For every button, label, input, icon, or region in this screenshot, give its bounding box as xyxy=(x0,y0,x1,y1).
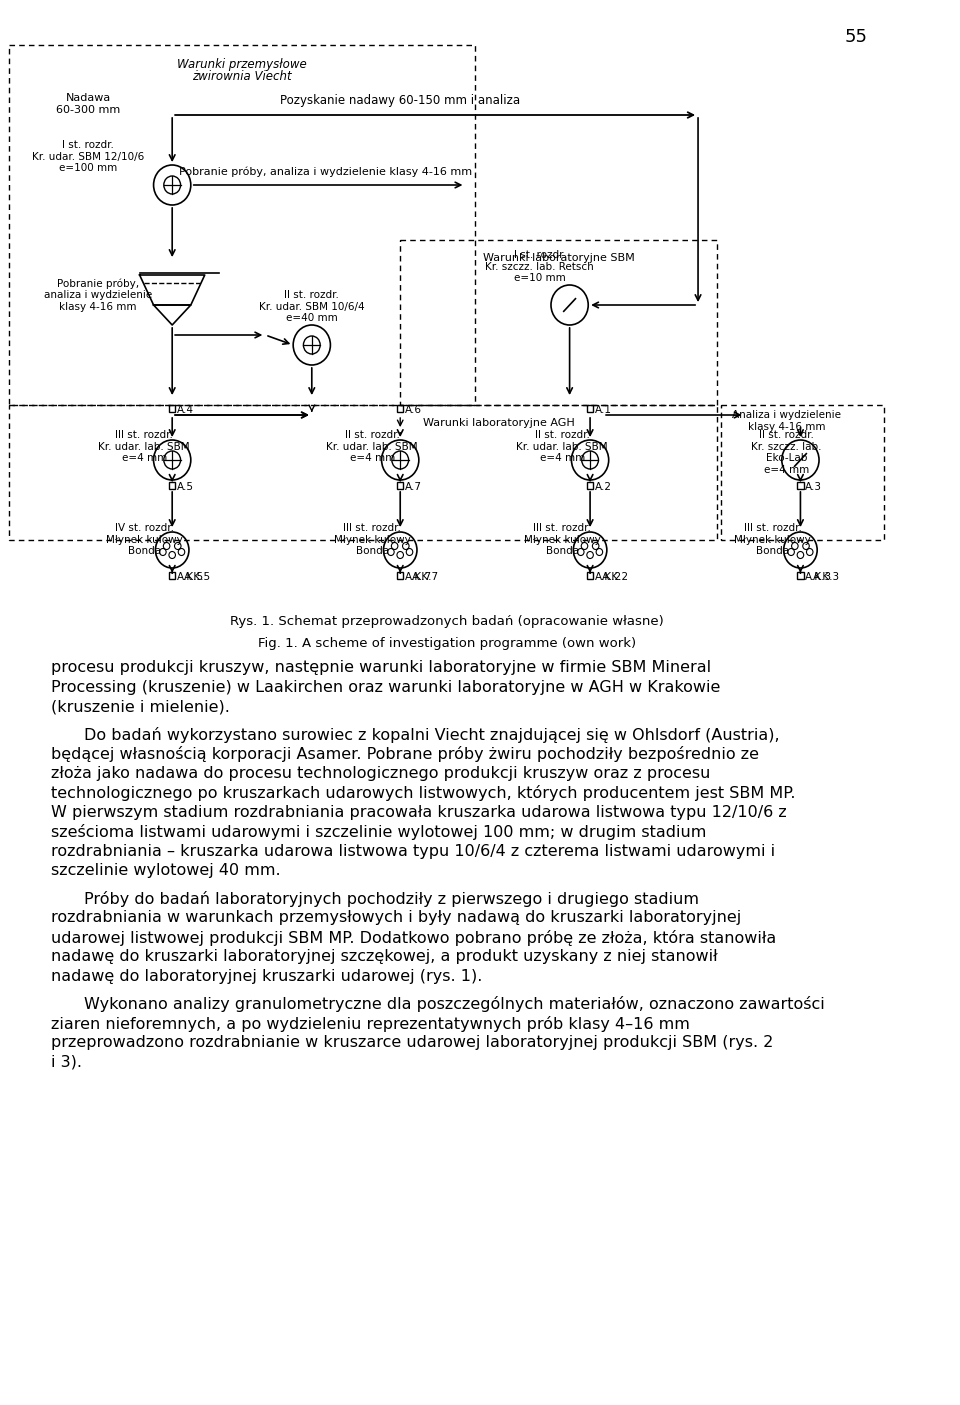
Text: Rys. 1. Schemat przeprowadzonych badań (opracowanie własne): Rys. 1. Schemat przeprowadzonych badań (… xyxy=(229,615,663,628)
Text: Wykonano analizy granulometryczne dla poszczególnych materiałów, oznaczono zawar: Wykonano analizy granulometryczne dla po… xyxy=(84,996,825,1012)
Text: A.2: A.2 xyxy=(595,482,612,492)
Text: (kruszenie i mielenie).: (kruszenie i mielenie). xyxy=(51,700,230,714)
Text: A.7: A.7 xyxy=(405,482,421,492)
Text: A.K.2: A.K.2 xyxy=(602,572,630,582)
Text: Pozyskanie nadawy 60-150 mm i analiza: Pozyskanie nadawy 60-150 mm i analiza xyxy=(280,94,520,107)
Text: nadawę do kruszarki laboratoryjnej szczękowej, a produkt uzyskany z niej stanowi: nadawę do kruszarki laboratoryjnej szczę… xyxy=(51,948,718,964)
Text: II st. rozdr.
Kr. udar. lab. SBM
e=4 mm: II st. rozdr. Kr. udar. lab. SBM e=4 mm xyxy=(516,430,608,464)
Bar xyxy=(396,482,403,489)
Text: Nadawa
60-300 mm: Nadawa 60-300 mm xyxy=(57,93,121,115)
Text: będącej własnością korporacji Asamer. Pobrane próby żwiru pochodziły bezpośredni: będącej własnością korporacji Asamer. Po… xyxy=(51,746,759,762)
Text: procesu produkcji kruszyw, następnie warunki laboratoryjne w firmie SBM Mineral: procesu produkcji kruszyw, następnie war… xyxy=(51,660,711,674)
Text: A.K.7: A.K.7 xyxy=(412,572,440,582)
Text: III st. rozdr.
Młynek kulowy
Bonda: III st. rozdr. Młynek kulowy Bonda xyxy=(334,523,411,556)
Bar xyxy=(587,405,593,412)
Text: żwirownia Viecht: żwirownia Viecht xyxy=(192,70,292,83)
Bar xyxy=(169,572,176,579)
Bar xyxy=(169,482,176,489)
Text: 55: 55 xyxy=(845,28,868,46)
Text: Pobranie próby,
analiza i wydzielenie
klasy 4-16 mm: Pobranie próby, analiza i wydzielenie kl… xyxy=(43,278,152,312)
Bar xyxy=(396,572,403,579)
Text: II st. rozdr.
Kr. szczz. lab.
Eko-Lab
e=4 mm: II st. rozdr. Kr. szczz. lab. Eko-Lab e=… xyxy=(752,430,822,475)
Text: A.3: A.3 xyxy=(805,482,822,492)
Text: Warunki laboratoryjne AGH: Warunki laboratoryjne AGH xyxy=(423,419,575,429)
Text: III st. rozdr.
Młynek kulowy
Bonda: III st. rozdr. Młynek kulowy Bonda xyxy=(734,523,811,556)
Text: A.4: A.4 xyxy=(177,405,194,414)
Text: sześcioma listwami udarowymi i szczelinie wylotowej 100 mm; w drugim stadium: sześcioma listwami udarowymi i szczelini… xyxy=(51,823,707,840)
Text: Pobranie próby, analiza i wydzielenie klasy 4-16 mm: Pobranie próby, analiza i wydzielenie kl… xyxy=(180,167,472,177)
Text: A.K.3: A.K.3 xyxy=(805,572,832,582)
Text: A.1: A.1 xyxy=(595,405,612,414)
Text: II st. rozdr.
Kr. udar. lab. SBM
e=4 mm: II st. rozdr. Kr. udar. lab. SBM e=4 mm xyxy=(326,430,419,464)
Text: technologicznego po kruszarkach udarowych listwowych, których producentem jest S: technologicznego po kruszarkach udarowyc… xyxy=(51,785,796,801)
Text: i 3).: i 3). xyxy=(51,1055,83,1069)
Text: ziaren nieforemnych, a po wydzieleniu reprezentatywnych prób klasy 4–16 mm: ziaren nieforemnych, a po wydzieleniu re… xyxy=(51,1016,690,1031)
Text: Próby do badań laboratoryjnych pochodziły z pierwszego i drugiego stadium: Próby do badań laboratoryjnych pochodził… xyxy=(84,891,699,906)
Bar xyxy=(169,405,176,412)
Text: A.K.3: A.K.3 xyxy=(812,572,840,582)
Text: A.K.7: A.K.7 xyxy=(405,572,432,582)
Text: III st. rozdr.
Młynek kulowy
Bonda: III st. rozdr. Młynek kulowy Bonda xyxy=(524,523,601,556)
Text: III st. rozdr.
Kr. udar. lab. SBM
e=4 mm: III st. rozdr. Kr. udar. lab. SBM e=4 mm xyxy=(99,430,190,464)
Bar xyxy=(797,482,804,489)
Text: złoża jako nadawa do procesu technologicznego produkcji kruszyw oraz z procesu: złoża jako nadawa do procesu technologic… xyxy=(51,766,710,781)
Text: Warunki laboratoryjne SBM: Warunki laboratoryjne SBM xyxy=(483,253,635,263)
Text: A.K.2: A.K.2 xyxy=(595,572,622,582)
Text: I st. rozdr.
Kr. udar. SBM 12/10/6
e=100 mm: I st. rozdr. Kr. udar. SBM 12/10/6 e=100… xyxy=(33,140,145,173)
Text: A.K.5: A.K.5 xyxy=(177,572,204,582)
Bar xyxy=(10,45,474,405)
Bar xyxy=(797,572,804,579)
Text: A.K.5: A.K.5 xyxy=(184,572,211,582)
Bar xyxy=(721,405,884,540)
Text: W pierwszym stadium rozdrabniania pracowała kruszarka udarowa listwowa typu 12/1: W pierwszym stadium rozdrabniania pracow… xyxy=(51,805,787,819)
Bar xyxy=(587,482,593,489)
Bar xyxy=(587,572,593,579)
Text: udarowej listwowej produkcji SBM MP. Dodatkowo pobrano próbę ze złoża, która sta: udarowej listwowej produkcji SBM MP. Dod… xyxy=(51,930,777,946)
Text: I st. rozdr.
Kr. szczz. lab. Retsch
e=10 mm: I st. rozdr. Kr. szczz. lab. Retsch e=10… xyxy=(486,250,594,284)
Text: Processing (kruszenie) w Laakirchen oraz warunki laboratoryjne w AGH w Krakowie: Processing (kruszenie) w Laakirchen oraz… xyxy=(51,680,721,694)
Text: Do badań wykorzystano surowiec z kopalni Viecht znajdującej się w Ohlsdorf (Aust: Do badań wykorzystano surowiec z kopalni… xyxy=(84,726,780,742)
Bar xyxy=(400,240,717,405)
Text: Warunki przemysłowe: Warunki przemysłowe xyxy=(177,58,307,72)
Bar xyxy=(396,405,403,412)
Text: A.5: A.5 xyxy=(177,482,194,492)
Text: rozdrabniania w warunkach przemysłowych i były nadawą do kruszarki laboratoryjne: rozdrabniania w warunkach przemysłowych … xyxy=(51,910,741,924)
Polygon shape xyxy=(139,275,204,305)
Text: II st. rozdr.
Kr. udar. SBM 10/6/4
e=40 mm: II st. rozdr. Kr. udar. SBM 10/6/4 e=40 … xyxy=(259,289,365,323)
Bar xyxy=(10,405,717,540)
Text: Fig. 1. A scheme of investigation programme (own work): Fig. 1. A scheme of investigation progra… xyxy=(257,636,636,651)
Text: IV st. rozdr.
Młynek kulowy
Bonda: IV st. rozdr. Młynek kulowy Bonda xyxy=(106,523,182,556)
Text: przeprowadzono rozdrabnianie w kruszarce udarowej laboratoryjnej produkcji SBM (: przeprowadzono rozdrabnianie w kruszarce… xyxy=(51,1035,774,1050)
Text: A.6: A.6 xyxy=(405,405,421,414)
Text: szczelinie wylotowej 40 mm.: szczelinie wylotowej 40 mm. xyxy=(51,863,281,878)
Text: nadawę do laboratoryjnej kruszarki udarowej (rys. 1).: nadawę do laboratoryjnej kruszarki udaro… xyxy=(51,968,483,984)
Text: Analiza i wydzielenie
klasy 4-16 mm: Analiza i wydzielenie klasy 4-16 mm xyxy=(732,410,841,431)
Text: rozdrabniania – kruszarka udarowa listwowa typu 10/6/4 z czterema listwami udaro: rozdrabniania – kruszarka udarowa listwo… xyxy=(51,843,776,858)
Polygon shape xyxy=(154,305,191,325)
